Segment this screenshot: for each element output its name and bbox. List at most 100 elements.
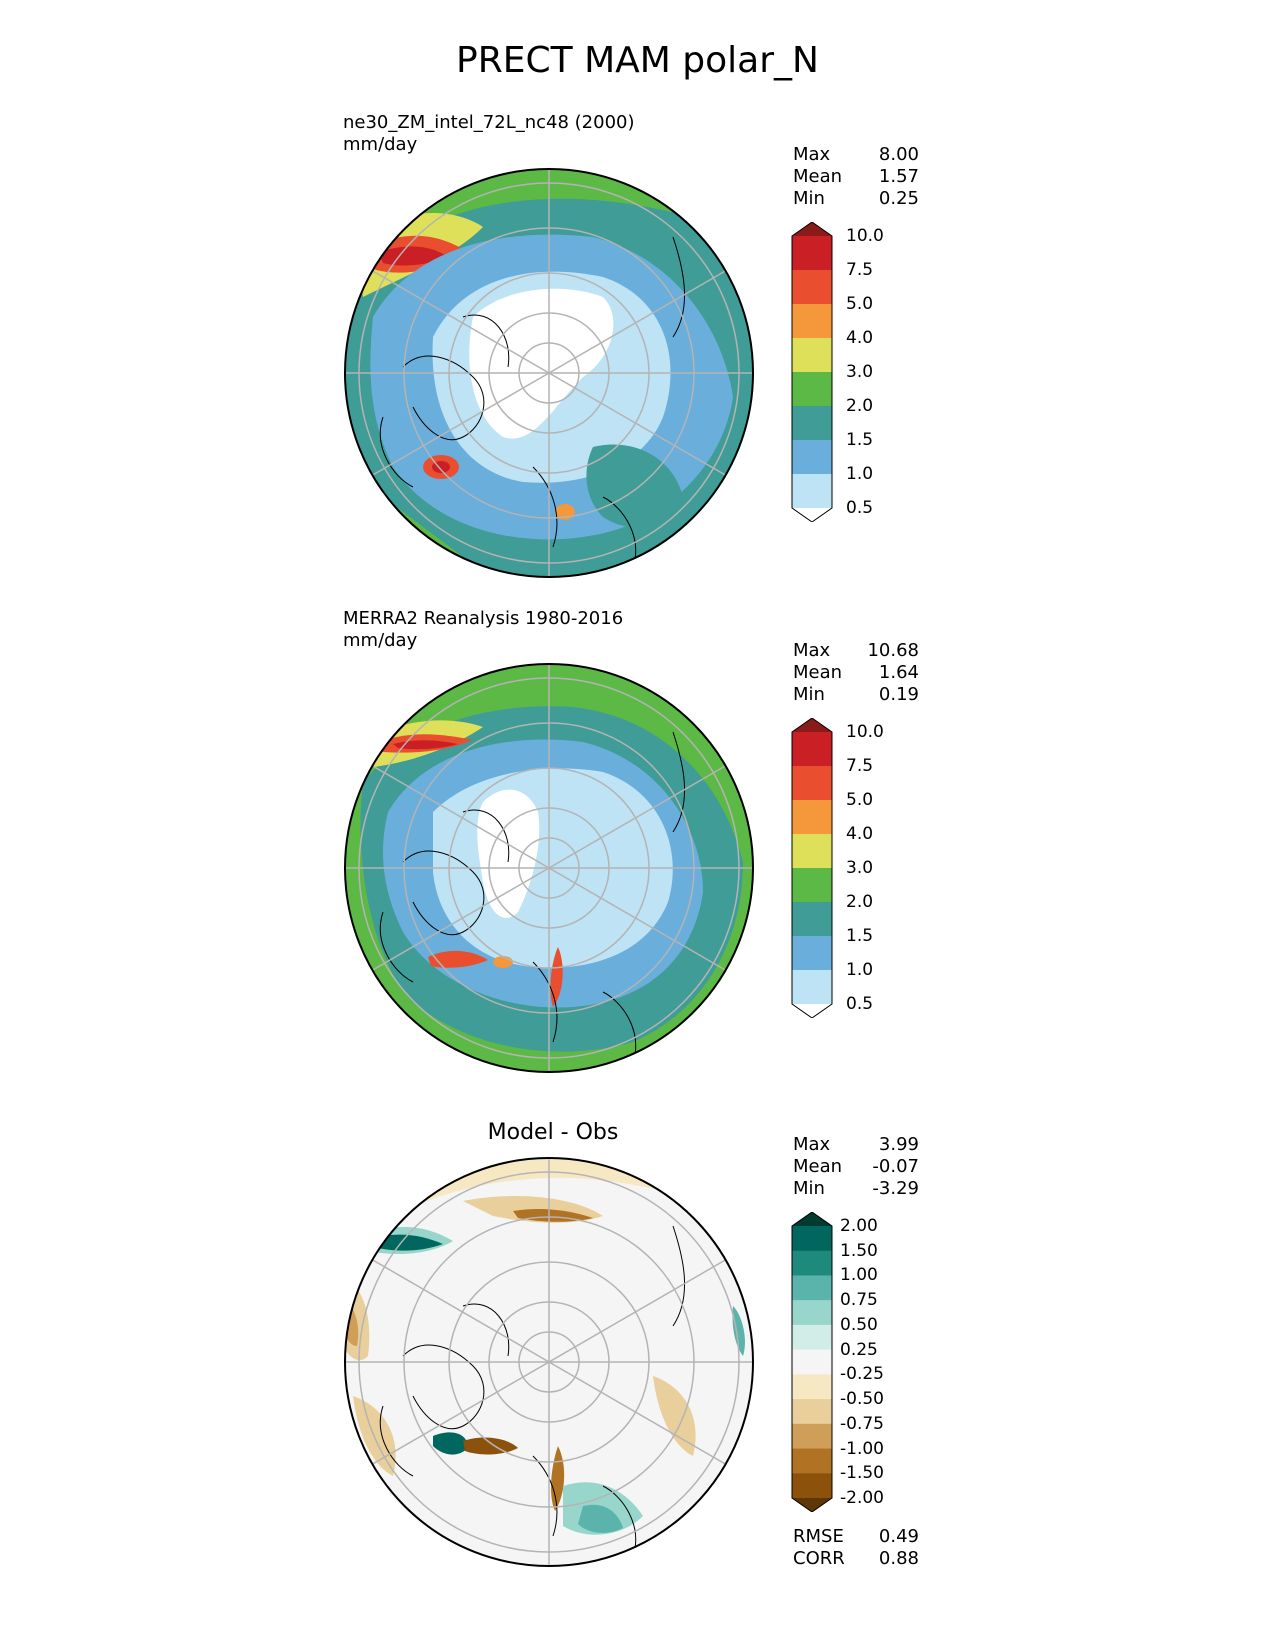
colorbar-segment bbox=[792, 936, 832, 971]
colorbar-tick-label: 3.0 bbox=[846, 858, 874, 878]
colorbar-tick-label: 10.0 bbox=[846, 722, 884, 742]
greenland-dry bbox=[463, 1437, 518, 1455]
colorbar-tick-label: 0.5 bbox=[846, 994, 874, 1014]
panel-ref-case-name: MERRA2 Reanalysis 1980-2016 bbox=[343, 608, 624, 629]
stat-value: 10.68 bbox=[867, 640, 919, 661]
colorbar-tick-label: 4.0 bbox=[846, 824, 874, 844]
metric-value: 0.88 bbox=[878, 1548, 919, 1569]
coastlines bbox=[379, 731, 685, 1063]
colorbar-segment bbox=[792, 1399, 832, 1425]
stat-max: Max 10.68 bbox=[793, 640, 919, 662]
colorbar-tick-label: 5.0 bbox=[846, 790, 874, 810]
colorbar-segment bbox=[792, 1473, 832, 1499]
test-polar-map bbox=[344, 168, 754, 578]
colorbar-tick-label: 2.0 bbox=[846, 892, 874, 912]
stat-value: 1.57 bbox=[878, 166, 919, 187]
colorbar-outline bbox=[791, 718, 833, 1018]
stat-value: 1.64 bbox=[878, 662, 919, 683]
stat-mean: Mean -0.07 bbox=[793, 1156, 919, 1178]
colorbar-segment bbox=[792, 1226, 832, 1252]
colorbar-segment bbox=[792, 372, 832, 407]
colorbar-tick-label: 5.0 bbox=[846, 294, 874, 314]
metric-label: CORR bbox=[793, 1548, 845, 1569]
colorbar-tick-label: -1.00 bbox=[840, 1438, 884, 1459]
colorbar-segment bbox=[792, 1448, 832, 1474]
colorbar-tick-label: 1.5 bbox=[846, 926, 874, 946]
colorbar-segment bbox=[792, 1423, 832, 1450]
colorbar-segment bbox=[792, 304, 832, 339]
white-dry-region bbox=[469, 288, 614, 439]
stat-label: Min bbox=[793, 684, 825, 705]
colorbar-segment bbox=[792, 800, 832, 835]
colorbar-segment bbox=[792, 732, 832, 767]
colorbar-segment bbox=[792, 1004, 832, 1018]
panel-ref-units: mm/day bbox=[343, 630, 418, 651]
colorbar-tick-label: 7.5 bbox=[846, 260, 874, 280]
panel-diff-stats: Max 3.99 Mean -0.07 Min -3.29 bbox=[793, 1134, 919, 1200]
colorbar-tick-label: 1.0 bbox=[846, 960, 874, 980]
colorbar-segment bbox=[792, 222, 832, 236]
stat-label: Mean bbox=[793, 166, 843, 187]
greenland-storm bbox=[428, 950, 488, 968]
colorbar-tick-label: 7.5 bbox=[846, 756, 874, 776]
colorbar-outline bbox=[791, 222, 833, 522]
ref-colorbar bbox=[791, 718, 833, 1018]
colorbar-segment bbox=[792, 440, 832, 475]
colorbar-tick-label: -1.50 bbox=[840, 1463, 884, 1484]
colorbar-segment bbox=[792, 718, 832, 732]
graticule bbox=[345, 664, 753, 1072]
graticule bbox=[345, 1158, 753, 1566]
colorbar-tick-label: 10.0 bbox=[846, 226, 884, 246]
stat-label: Min bbox=[793, 188, 825, 209]
colorbar-segment bbox=[792, 1250, 832, 1276]
coastlines bbox=[379, 236, 685, 568]
colorbar-segment bbox=[792, 1498, 832, 1512]
diff-colorbar bbox=[791, 1212, 833, 1512]
panel-diff-metrics: RMSE 0.49 CORR 0.88 bbox=[793, 1526, 919, 1570]
panel-test-stats: Max 8.00 Mean 1.57 Min 0.25 bbox=[793, 144, 919, 210]
colorbar-tick-label: -2.00 bbox=[840, 1488, 884, 1508]
colorbar-segment bbox=[792, 766, 832, 801]
colorbar-tick-label: 0.50 bbox=[840, 1314, 878, 1335]
stat-value: 0.19 bbox=[878, 684, 919, 705]
panel-ref-title: MERRA2 Reanalysis 1980-2016 mm/day bbox=[343, 608, 623, 652]
colorbar-segment bbox=[792, 1275, 832, 1301]
colorbar-outline bbox=[791, 1212, 833, 1512]
colorbar-tick-label: 2.00 bbox=[840, 1216, 878, 1236]
panel-test-case-name: ne30_ZM_intel_72L_nc48 (2000) bbox=[343, 112, 635, 133]
norway-storm bbox=[550, 947, 563, 1007]
metric-corr: CORR 0.88 bbox=[793, 1548, 919, 1570]
colorbar-tick-label: -0.50 bbox=[840, 1389, 884, 1410]
stat-label: Mean bbox=[793, 1156, 843, 1177]
colorbar-tick-label: 1.5 bbox=[846, 430, 874, 450]
colorbar-segment bbox=[792, 1300, 832, 1326]
colorbar-tick-label: -0.75 bbox=[840, 1413, 884, 1434]
colorbar-tick-label: 0.25 bbox=[840, 1339, 878, 1360]
metric-rmse: RMSE 0.49 bbox=[793, 1526, 919, 1548]
figure-title: PRECT MAM polar_N bbox=[456, 40, 819, 81]
colorbar-segment bbox=[792, 236, 832, 271]
colorbar-segment bbox=[792, 834, 832, 869]
stat-value: 3.99 bbox=[878, 1134, 919, 1155]
stat-value: -3.29 bbox=[872, 1178, 919, 1199]
colorbar-segment bbox=[792, 1349, 832, 1375]
metric-label: RMSE bbox=[793, 1526, 844, 1547]
colorbar-segment bbox=[792, 338, 832, 373]
colorbar-segment bbox=[792, 406, 832, 441]
colorbar-segment bbox=[792, 1324, 832, 1351]
panel-diff-title: Model - Obs bbox=[487, 1120, 619, 1145]
pacific-storm-core bbox=[393, 740, 458, 750]
coastlines bbox=[379, 1225, 685, 1557]
stat-max: Max 8.00 bbox=[793, 144, 919, 166]
europe-wet-core bbox=[578, 1504, 623, 1533]
stat-label: Max bbox=[793, 144, 831, 165]
colorbar-segment bbox=[792, 868, 832, 903]
stat-min: Min 0.25 bbox=[793, 188, 919, 210]
colorbar-segment bbox=[792, 1374, 832, 1400]
colorbar-tick-label: 0.75 bbox=[840, 1290, 878, 1311]
panel-test-title: ne30_ZM_intel_72L_nc48 (2000) mm/day bbox=[343, 112, 635, 156]
ref-polar-map bbox=[344, 663, 754, 1073]
pacific-wet-core bbox=[373, 1234, 443, 1251]
stat-label: Max bbox=[793, 1134, 831, 1155]
east-wet bbox=[732, 1306, 745, 1356]
